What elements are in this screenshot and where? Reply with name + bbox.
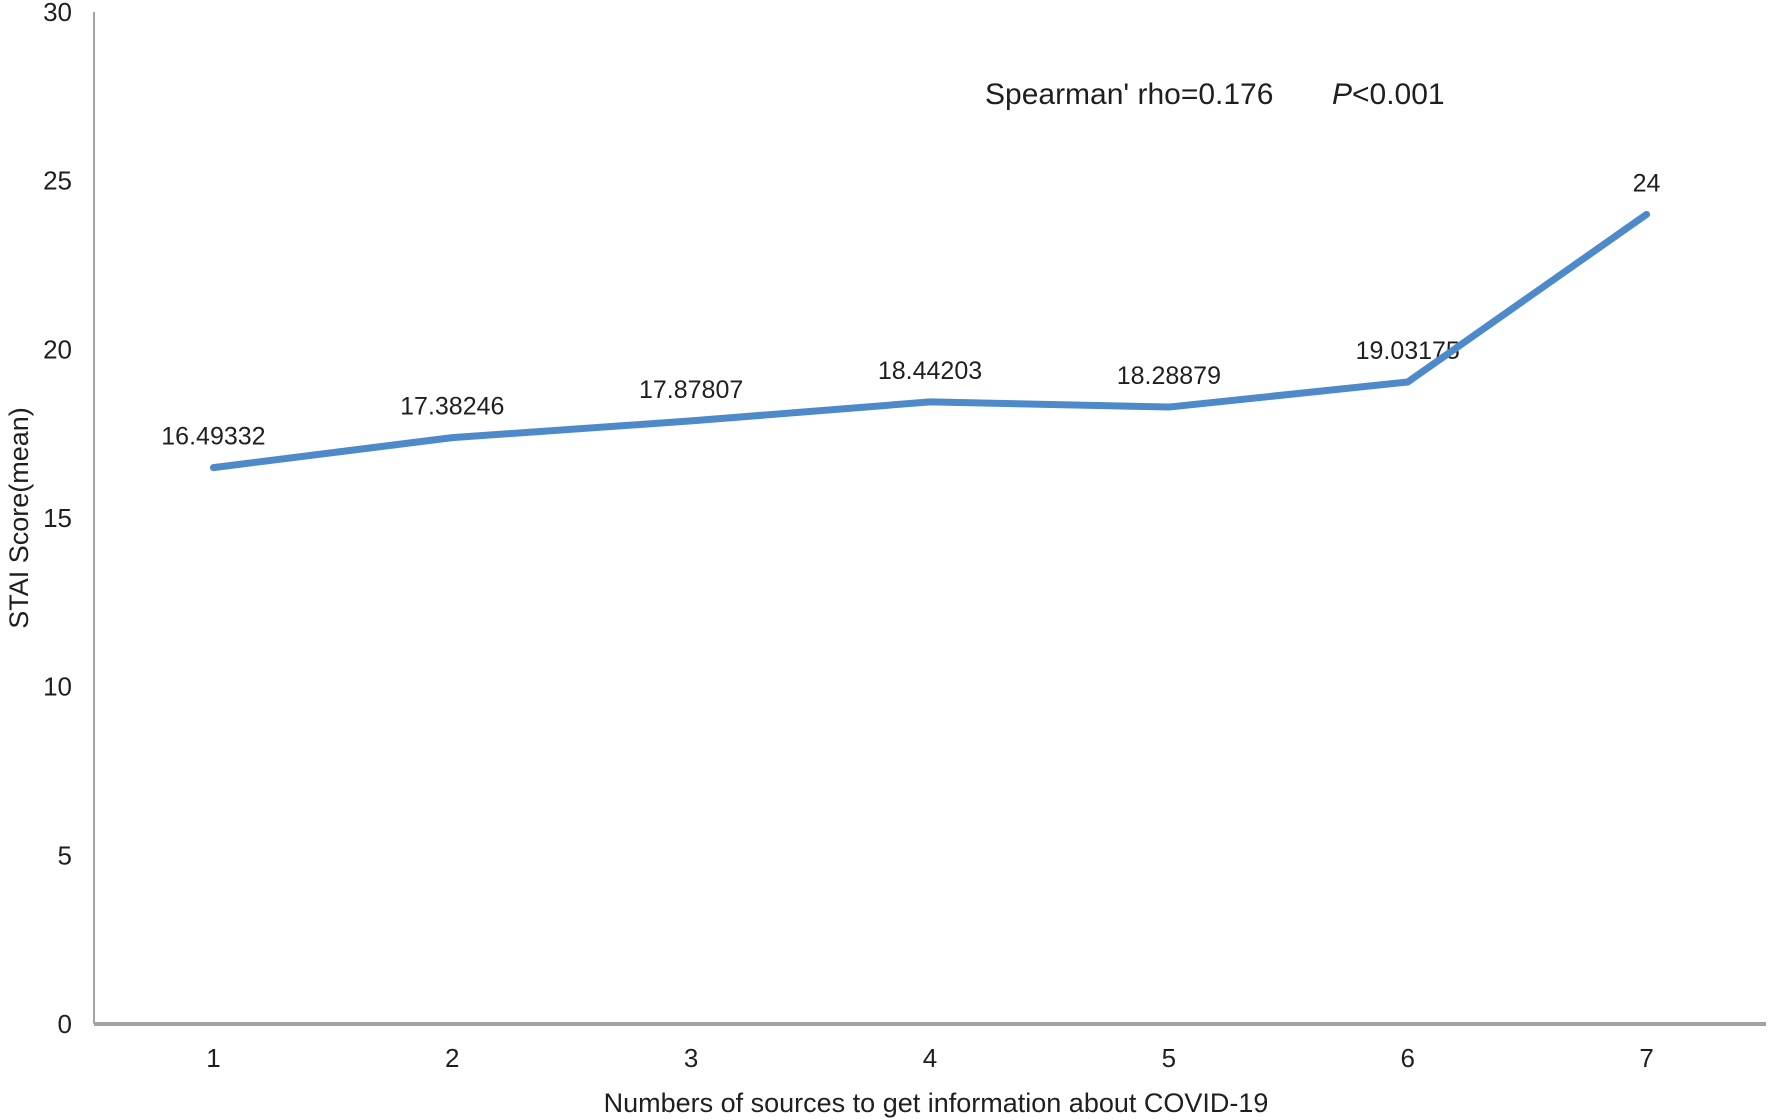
x-tick-label: 7	[1639, 1043, 1653, 1073]
annotation-p-symbol: P	[1332, 78, 1352, 111]
data-label: 19.03175	[1356, 337, 1460, 365]
data-label: 17.87807	[639, 376, 743, 404]
y-tick-label: 0	[58, 1009, 72, 1039]
data-label: 18.44203	[878, 357, 982, 385]
x-tick-label: 4	[923, 1043, 937, 1073]
x-tick-label: 2	[445, 1043, 459, 1073]
x-tick-label: 6	[1400, 1043, 1414, 1073]
y-tick-label: 25	[43, 166, 72, 196]
y-axis-title: STAI Score(mean)	[4, 407, 34, 629]
data-label: 17.38246	[400, 393, 504, 421]
annotation-p-rest: <0.001	[1352, 78, 1445, 111]
x-tick-label: 3	[684, 1043, 698, 1073]
x-axis-title: Numbers of sources to get information ab…	[604, 1088, 1269, 1118]
y-tick-label: 15	[43, 503, 72, 533]
annotation-pvalue: P<0.001	[1332, 78, 1445, 111]
data-label: 24	[1633, 169, 1661, 197]
x-tick-label: 5	[1162, 1043, 1176, 1073]
y-tick-label: 30	[43, 0, 72, 27]
annotation-spearman-rho: Spearman' rho=0.176	[985, 78, 1273, 111]
series-line-stai-score	[209, 210, 1651, 472]
data-label: 16.49332	[161, 423, 265, 451]
y-tick-label: 20	[43, 334, 72, 364]
y-tick-label: 10	[43, 672, 72, 702]
y-tick-label: 5	[58, 840, 72, 870]
x-tick-label: 1	[206, 1043, 220, 1073]
data-label: 18.28879	[1117, 362, 1221, 390]
